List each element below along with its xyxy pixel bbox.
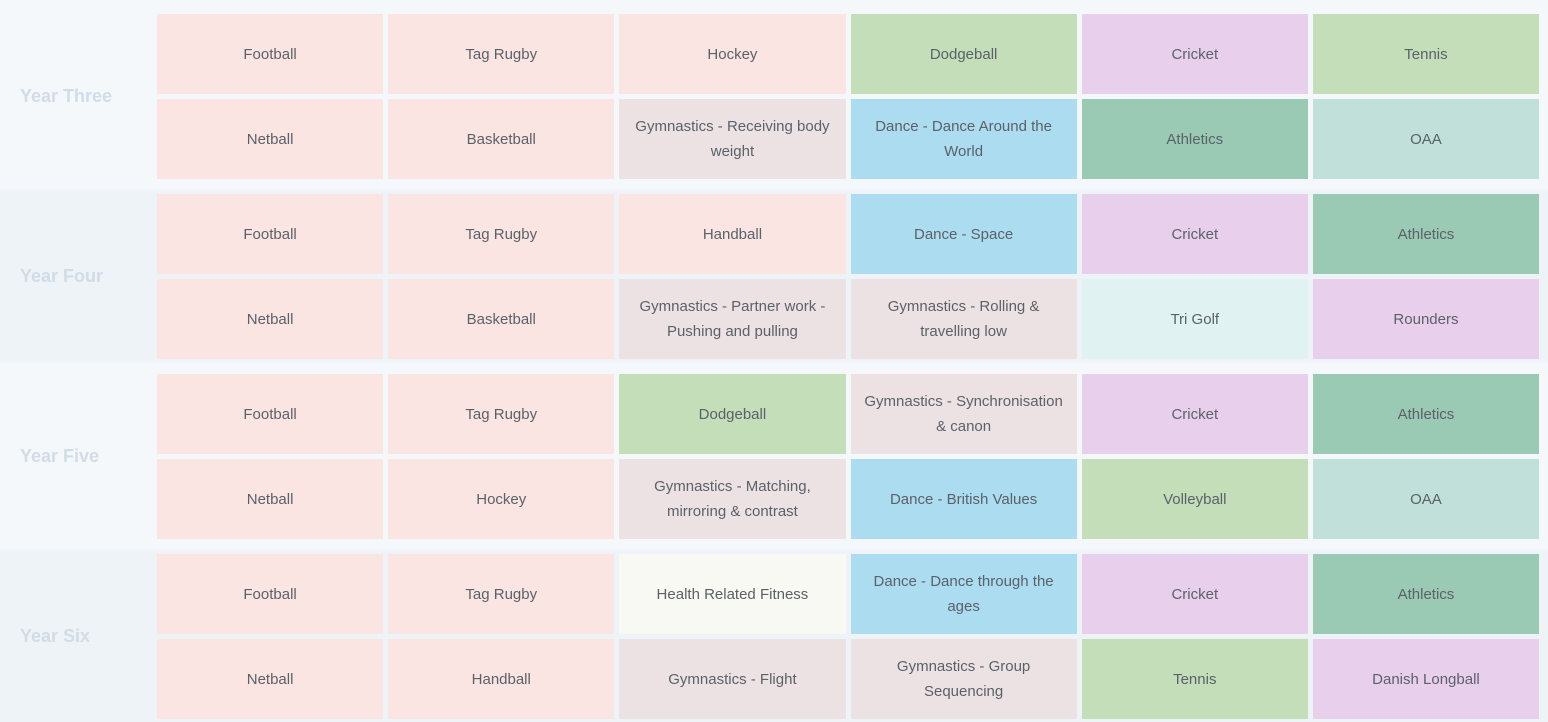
activity-cell: Volleyball xyxy=(1081,459,1308,539)
activity-cell: Tennis xyxy=(1081,639,1308,719)
activity-cell: Dodgeball xyxy=(619,374,846,454)
activity-cell: Football xyxy=(157,374,384,454)
activity-cell: Netball xyxy=(157,459,384,539)
activity-cell: Tri Golf xyxy=(1081,279,1308,359)
activity-cell: Basketball xyxy=(388,99,615,179)
activity-cell: Athletics xyxy=(1312,554,1540,634)
year-block: Year Five Football Tag Rugby Dodgeball G… xyxy=(0,370,1548,542)
activity-cell: Football xyxy=(157,554,384,634)
year-label: Year Four xyxy=(20,265,104,286)
activity-cell: Handball xyxy=(619,194,846,274)
term-row: Netball Basketball Gymnastics - Partner … xyxy=(157,279,1540,359)
activity-cell: Athletics xyxy=(1312,194,1540,274)
activity-cell: Health Related Fitness xyxy=(619,554,846,634)
activity-cell: Tag Rugby xyxy=(388,14,615,94)
activity-cell: Dance - British Values xyxy=(850,459,1077,539)
activity-cell: Football xyxy=(157,14,384,94)
activity-cell: Gymnastics - Receiving body weight xyxy=(619,99,846,179)
term-row: Football Tag Rugby Health Related Fitnes… xyxy=(157,554,1540,634)
year-label: Year Three xyxy=(20,85,113,106)
activity-cell: Handball xyxy=(388,639,615,719)
activity-cell: Athletics xyxy=(1081,99,1308,179)
term-row: Netball Basketball Gymnastics - Receivin… xyxy=(157,99,1540,179)
activity-cell: Tag Rugby xyxy=(388,194,615,274)
activity-cell: Dance - Space xyxy=(850,194,1077,274)
activity-cell: Cricket xyxy=(1081,194,1308,274)
activity-cell: Danish Longball xyxy=(1312,639,1540,719)
activity-cell: Hockey xyxy=(619,14,846,94)
activity-cell: Gymnastics - Synchronisation & canon xyxy=(850,374,1077,454)
activity-cell: Cricket xyxy=(1081,374,1308,454)
activity-cell: Dodgeball xyxy=(850,14,1077,94)
year-label: Year Six xyxy=(20,625,91,646)
year-block: Year Four Football Tag Rugby Handball Da… xyxy=(0,190,1548,362)
term-row: Netball Hockey Gymnastics - Matching, mi… xyxy=(157,459,1540,539)
activity-cell: Tennis xyxy=(1312,14,1540,94)
activity-cell: Tag Rugby xyxy=(388,374,615,454)
activity-cell: Dance - Dance through the ages xyxy=(850,554,1077,634)
year-block: Year Three Football Tag Rugby Hockey Dod… xyxy=(0,10,1548,182)
activity-cell: Netball xyxy=(157,279,384,359)
activity-cell: Rounders xyxy=(1312,279,1540,359)
activity-cell: OAA xyxy=(1312,99,1540,179)
activity-cell: Cricket xyxy=(1081,554,1308,634)
activity-cell: Cricket xyxy=(1081,14,1308,94)
term-row: Netball Handball Gymnastics - Flight Gym… xyxy=(157,639,1540,719)
term-row: Football Tag Rugby Hockey Dodgeball Cric… xyxy=(157,14,1540,94)
year-label: Year Five xyxy=(20,445,100,466)
activity-cell: Gymnastics - Flight xyxy=(619,639,846,719)
activity-cell: Athletics xyxy=(1312,374,1540,454)
year-block: Year Six Football Tag Rugby Health Relat… xyxy=(0,550,1548,722)
activity-cell: Netball xyxy=(157,99,384,179)
activity-cell: OAA xyxy=(1312,459,1540,539)
activity-cell: Gymnastics - Partner work - Pushing and … xyxy=(619,279,846,359)
activity-cell: Basketball xyxy=(388,279,615,359)
activity-cell: Tag Rugby xyxy=(388,554,615,634)
term-row: Football Tag Rugby Dodgeball Gymnastics … xyxy=(157,374,1540,454)
activity-cell: Netball xyxy=(157,639,384,719)
activity-cell: Gymnastics - Group Sequencing xyxy=(850,639,1077,719)
activity-cell: Football xyxy=(157,194,384,274)
activity-cell: Dance - Dance Around the World xyxy=(850,99,1077,179)
term-row: Football Tag Rugby Handball Dance - Spac… xyxy=(157,194,1540,274)
activity-cell: Hockey xyxy=(388,459,615,539)
activity-cell: Gymnastics - Rolling & travelling low xyxy=(850,279,1077,359)
activity-cell: Gymnastics - Matching, mirroring & contr… xyxy=(619,459,846,539)
